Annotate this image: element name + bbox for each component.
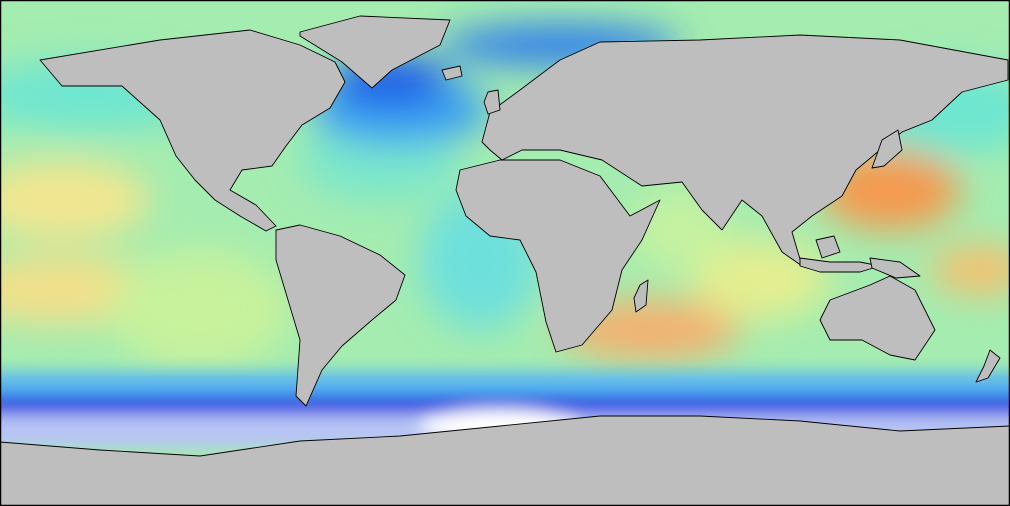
eurasia: [481, 34, 1009, 267]
north-america: [39, 29, 346, 232]
madagascar: [633, 279, 649, 313]
iceland: [441, 65, 463, 81]
new-zealand: [975, 349, 1001, 383]
southern-ocean: [0, 372, 1010, 448]
new-guinea: [869, 257, 921, 279]
japan: [871, 129, 903, 169]
africa: [455, 159, 661, 353]
land: [0, 15, 1010, 506]
australia: [819, 275, 936, 361]
south-america: [275, 224, 406, 407]
indonesia: [799, 257, 881, 273]
borneo: [815, 235, 841, 259]
uk: [483, 89, 501, 115]
antarctica: [0, 415, 1010, 506]
greenland: [299, 15, 451, 89]
